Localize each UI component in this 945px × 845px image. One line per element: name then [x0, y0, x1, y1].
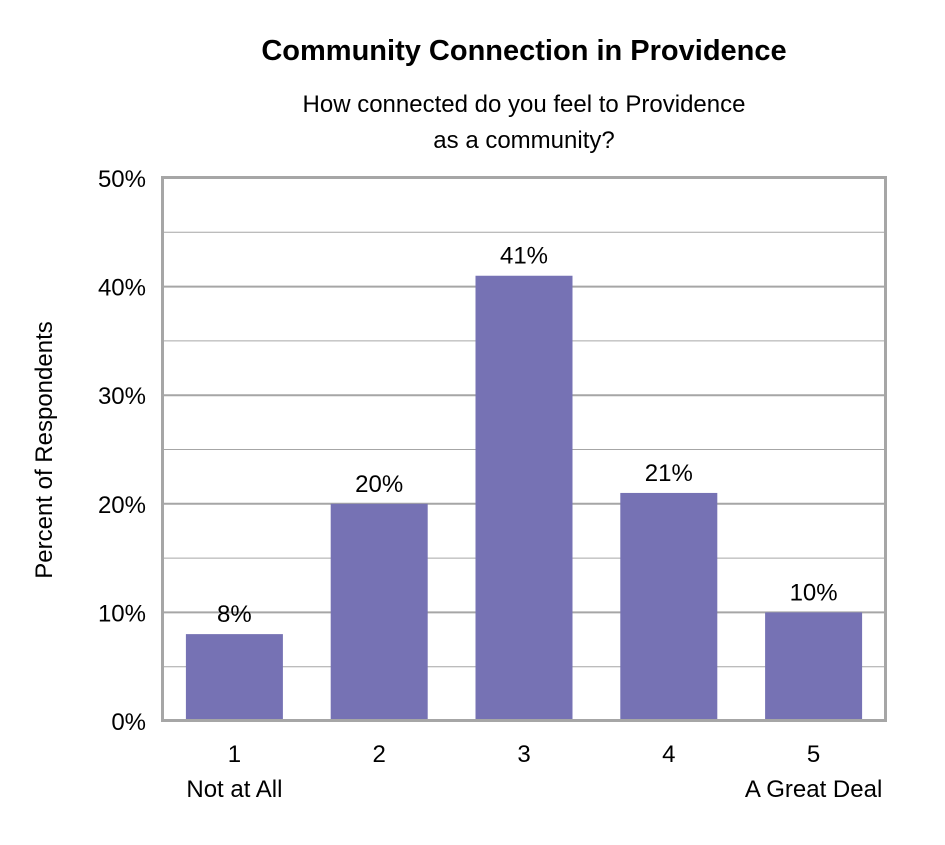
bar: [185, 634, 283, 721]
chart-subtitle-line-1: How connected do you feel to Providence: [303, 91, 746, 118]
plot-area-border: [161, 176, 887, 722]
y-axis-label: Percent of Respondents: [31, 321, 58, 579]
data-label: 21%: [645, 460, 693, 487]
bar: [330, 503, 428, 721]
y-tick-label: 30%: [98, 383, 146, 410]
x-tick-label: 5: [807, 741, 820, 768]
data-labels: 8% 20% 41% 21% 10%: [217, 243, 838, 628]
y-tick-label: 40%: [98, 275, 146, 302]
x-axis-ticks: 1 Not at All 2 3 4 5 A Great Deal: [186, 741, 882, 803]
x-tick-label: 2: [373, 741, 386, 768]
chart-subtitle-line-2: as a community?: [433, 127, 614, 154]
x-tick-label: 1: [228, 741, 241, 768]
x-tick-sublabel: A Great Deal: [745, 776, 882, 803]
data-label: 41%: [500, 243, 548, 270]
y-tick-label: 20%: [98, 492, 146, 519]
x-tick-label: 3: [517, 741, 530, 768]
x-tick-sublabel: Not at All: [186, 776, 282, 803]
y-tick-label: 10%: [98, 600, 146, 627]
chart-title: Community Connection in Providence: [261, 35, 786, 67]
bar: [765, 612, 863, 721]
data-label: 10%: [790, 579, 838, 606]
bar: [620, 492, 718, 721]
y-tick-label: 50%: [98, 166, 146, 193]
data-label: 8%: [217, 601, 252, 628]
x-tick-label: 4: [662, 741, 675, 768]
bar: [475, 275, 573, 721]
y-tick-label: 0%: [111, 709, 146, 736]
data-label: 20%: [355, 471, 403, 498]
y-axis-ticks: 0% 10% 20% 30% 40% 50%: [98, 166, 146, 736]
bars: [185, 275, 863, 721]
